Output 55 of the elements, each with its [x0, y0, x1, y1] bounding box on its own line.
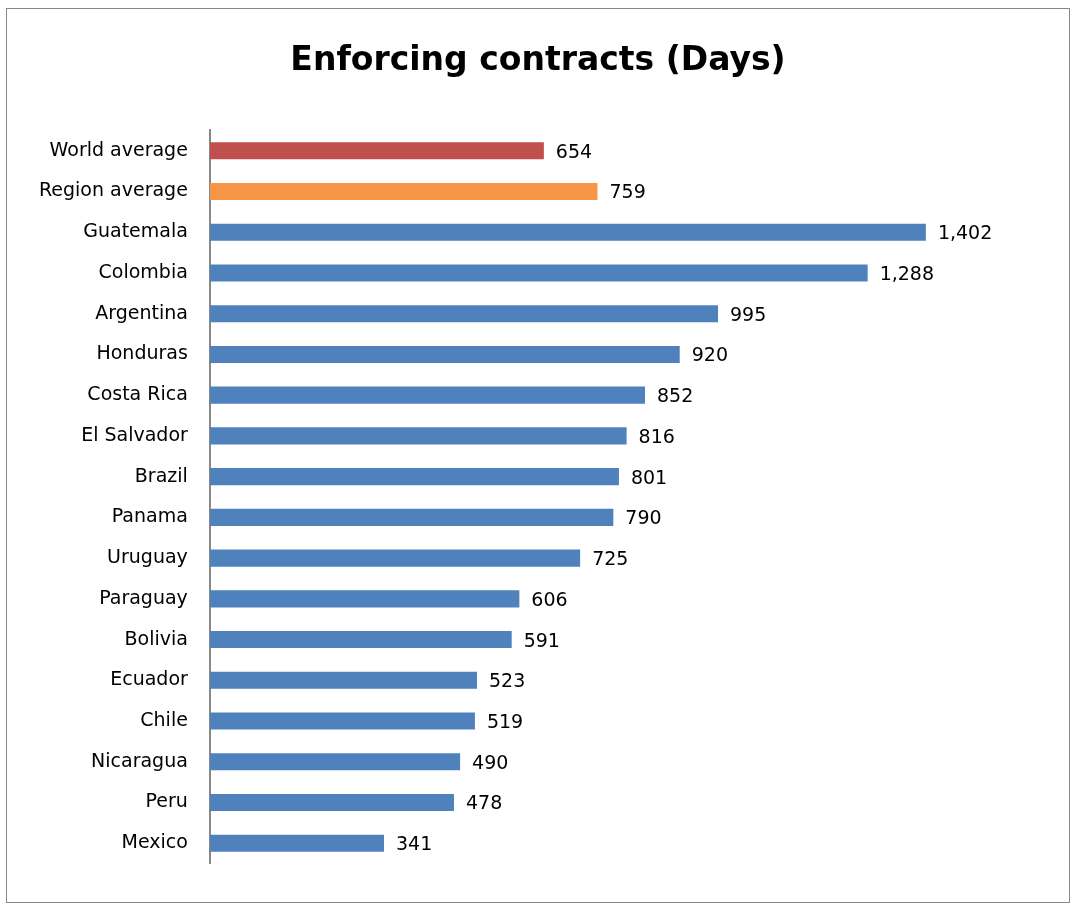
- y-tick-label: Panama: [111, 504, 188, 527]
- bar: [209, 834, 385, 852]
- bar: [209, 386, 645, 404]
- bar: [209, 223, 926, 241]
- data-label: 490: [472, 750, 509, 773]
- bar: [209, 468, 619, 486]
- y-tick-label: Paraguay: [99, 585, 188, 608]
- y-tick-label: Uruguay: [107, 545, 188, 568]
- bar: [209, 182, 598, 201]
- y-tick-label: World average: [49, 137, 188, 160]
- y-tick-label: Region average: [38, 178, 188, 201]
- y-tick-label: Nicaragua: [91, 748, 188, 771]
- chart-title: Enforcing contracts (Days): [289, 39, 787, 78]
- data-label: 519: [486, 709, 524, 732]
- y-tick-label: Peru: [145, 789, 188, 812]
- bar: [209, 793, 454, 812]
- y-tick-label: Argentina: [95, 300, 188, 323]
- data-label: 654: [555, 139, 593, 162]
- bar: [209, 264, 868, 282]
- data-label: 341: [396, 832, 433, 855]
- bar: [209, 427, 627, 445]
- data-label: 816: [638, 424, 675, 447]
- bar: [209, 712, 475, 730]
- y-tick-label: Costa Rica: [87, 382, 188, 405]
- data-label: 1,402: [937, 221, 993, 244]
- y-tick-label: Bolivia: [124, 626, 188, 649]
- y-tick-label: Honduras: [96, 341, 188, 364]
- bar: [209, 142, 544, 160]
- y-tick-label: Colombia: [98, 259, 188, 282]
- data-label: 920: [691, 343, 728, 366]
- y-tick-label: Brazil: [134, 463, 188, 486]
- data-label: 591: [523, 628, 560, 651]
- y-tick-label: El Salvador: [81, 422, 189, 445]
- y-tick-label: Ecuador: [110, 667, 189, 690]
- data-label: 852: [656, 384, 694, 407]
- data-label: 523: [488, 669, 526, 692]
- data-label: 790: [625, 506, 662, 529]
- y-tick-label: Mexico: [121, 830, 188, 853]
- data-label: 478: [465, 791, 503, 814]
- bar: [209, 508, 614, 526]
- data-label: 995: [730, 302, 767, 325]
- data-label: 759: [609, 180, 646, 203]
- bar: [209, 549, 581, 567]
- bar: [209, 345, 680, 363]
- data-label: 725: [592, 547, 629, 570]
- data-label: 801: [630, 465, 668, 488]
- data-label: 606: [531, 587, 568, 610]
- bar: [209, 753, 461, 771]
- y-tick-label: Chile: [140, 707, 188, 730]
- y-tick-label: Guatemala: [83, 219, 188, 242]
- bar: [209, 305, 719, 323]
- bar: [209, 631, 512, 649]
- data-label: 1,288: [879, 261, 935, 284]
- bar: [209, 590, 520, 608]
- bar: [209, 671, 477, 689]
